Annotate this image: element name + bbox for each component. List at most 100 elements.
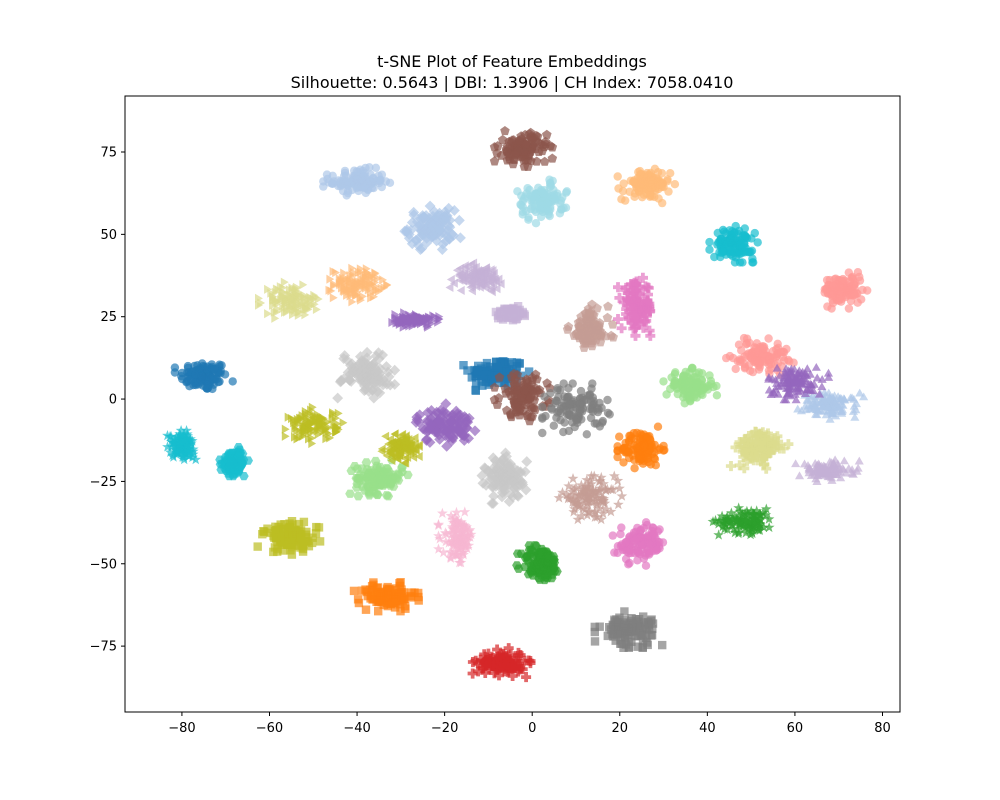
data-point bbox=[749, 449, 760, 460]
data-point bbox=[334, 408, 343, 418]
data-point bbox=[814, 389, 824, 398]
data-point bbox=[432, 221, 443, 232]
data-point bbox=[733, 502, 745, 513]
data-point bbox=[412, 221, 424, 232]
data-point bbox=[422, 318, 431, 328]
cluster-40 bbox=[705, 221, 762, 267]
data-point bbox=[722, 513, 734, 524]
data-point bbox=[836, 293, 845, 303]
data-point bbox=[585, 404, 594, 414]
data-point bbox=[825, 414, 835, 423]
data-point bbox=[813, 471, 823, 480]
cluster-12 bbox=[659, 363, 722, 408]
data-point bbox=[511, 481, 523, 493]
data-point bbox=[171, 442, 182, 453]
data-point bbox=[746, 526, 758, 537]
data-point bbox=[340, 166, 350, 176]
data-point bbox=[804, 400, 814, 409]
data-point bbox=[647, 172, 656, 181]
data-point bbox=[178, 374, 187, 384]
data-point bbox=[727, 513, 739, 524]
data-point bbox=[494, 393, 504, 403]
data-point bbox=[454, 232, 466, 244]
cluster-10 bbox=[707, 502, 775, 540]
data-point bbox=[303, 412, 311, 422]
data-point bbox=[614, 292, 625, 303]
data-point bbox=[749, 518, 761, 529]
data-point bbox=[572, 514, 584, 525]
data-point bbox=[598, 478, 609, 489]
data-point bbox=[181, 440, 193, 451]
data-point bbox=[457, 520, 469, 531]
data-point bbox=[638, 284, 649, 295]
data-point bbox=[734, 518, 745, 529]
data-point bbox=[621, 282, 632, 293]
data-point bbox=[276, 282, 285, 292]
data-point bbox=[448, 540, 460, 551]
data-point bbox=[739, 434, 750, 445]
data-point bbox=[575, 479, 587, 490]
data-point bbox=[758, 521, 770, 533]
data-point bbox=[600, 503, 612, 515]
data-point bbox=[518, 207, 528, 217]
data-point bbox=[751, 344, 761, 353]
data-point bbox=[734, 340, 744, 349]
data-point bbox=[519, 466, 531, 478]
data-point bbox=[534, 565, 545, 574]
y-tick-label: −50 bbox=[90, 557, 117, 572]
data-point bbox=[451, 506, 462, 518]
data-point bbox=[613, 172, 622, 181]
data-point bbox=[165, 430, 177, 442]
data-point bbox=[498, 475, 510, 487]
data-point bbox=[513, 660, 523, 671]
data-point bbox=[795, 471, 805, 480]
data-point bbox=[422, 414, 434, 426]
data-point bbox=[591, 497, 602, 509]
data-point bbox=[750, 427, 761, 438]
data-point bbox=[456, 285, 465, 295]
data-point bbox=[289, 285, 297, 295]
data-point bbox=[731, 364, 740, 374]
data-point bbox=[562, 406, 571, 415]
data-point bbox=[613, 499, 624, 510]
data-point bbox=[348, 297, 357, 307]
data-point bbox=[632, 534, 641, 543]
data-point bbox=[630, 189, 640, 198]
data-point bbox=[413, 317, 422, 327]
data-point bbox=[421, 237, 433, 249]
data-point bbox=[405, 441, 414, 451]
data-point bbox=[335, 374, 347, 386]
data-point bbox=[406, 593, 416, 602]
data-point bbox=[536, 212, 546, 222]
data-point bbox=[162, 441, 173, 452]
data-point bbox=[487, 287, 496, 297]
data-point bbox=[547, 153, 558, 163]
x-tick-label: −80 bbox=[168, 721, 195, 736]
data-point bbox=[292, 299, 301, 309]
data-point bbox=[851, 405, 861, 414]
data-point bbox=[438, 424, 449, 436]
data-point bbox=[434, 533, 446, 544]
data-point bbox=[366, 471, 376, 481]
data-point bbox=[863, 286, 872, 295]
data-point bbox=[459, 276, 468, 286]
data-point bbox=[616, 530, 625, 539]
data-point bbox=[740, 527, 752, 538]
data-point bbox=[705, 245, 714, 254]
data-point bbox=[401, 224, 413, 236]
data-point bbox=[553, 191, 562, 201]
data-point bbox=[659, 377, 668, 386]
data-point bbox=[636, 451, 645, 460]
cluster-14 bbox=[820, 268, 872, 313]
data-point bbox=[399, 594, 408, 604]
data-point bbox=[542, 378, 552, 388]
data-point bbox=[363, 386, 375, 397]
data-point bbox=[854, 456, 864, 465]
cluster-38 bbox=[162, 425, 202, 465]
data-point bbox=[768, 445, 779, 456]
data-point bbox=[492, 664, 503, 675]
data-point bbox=[460, 261, 469, 271]
data-point bbox=[307, 293, 315, 303]
data-point bbox=[456, 525, 467, 536]
data-point bbox=[437, 507, 448, 518]
